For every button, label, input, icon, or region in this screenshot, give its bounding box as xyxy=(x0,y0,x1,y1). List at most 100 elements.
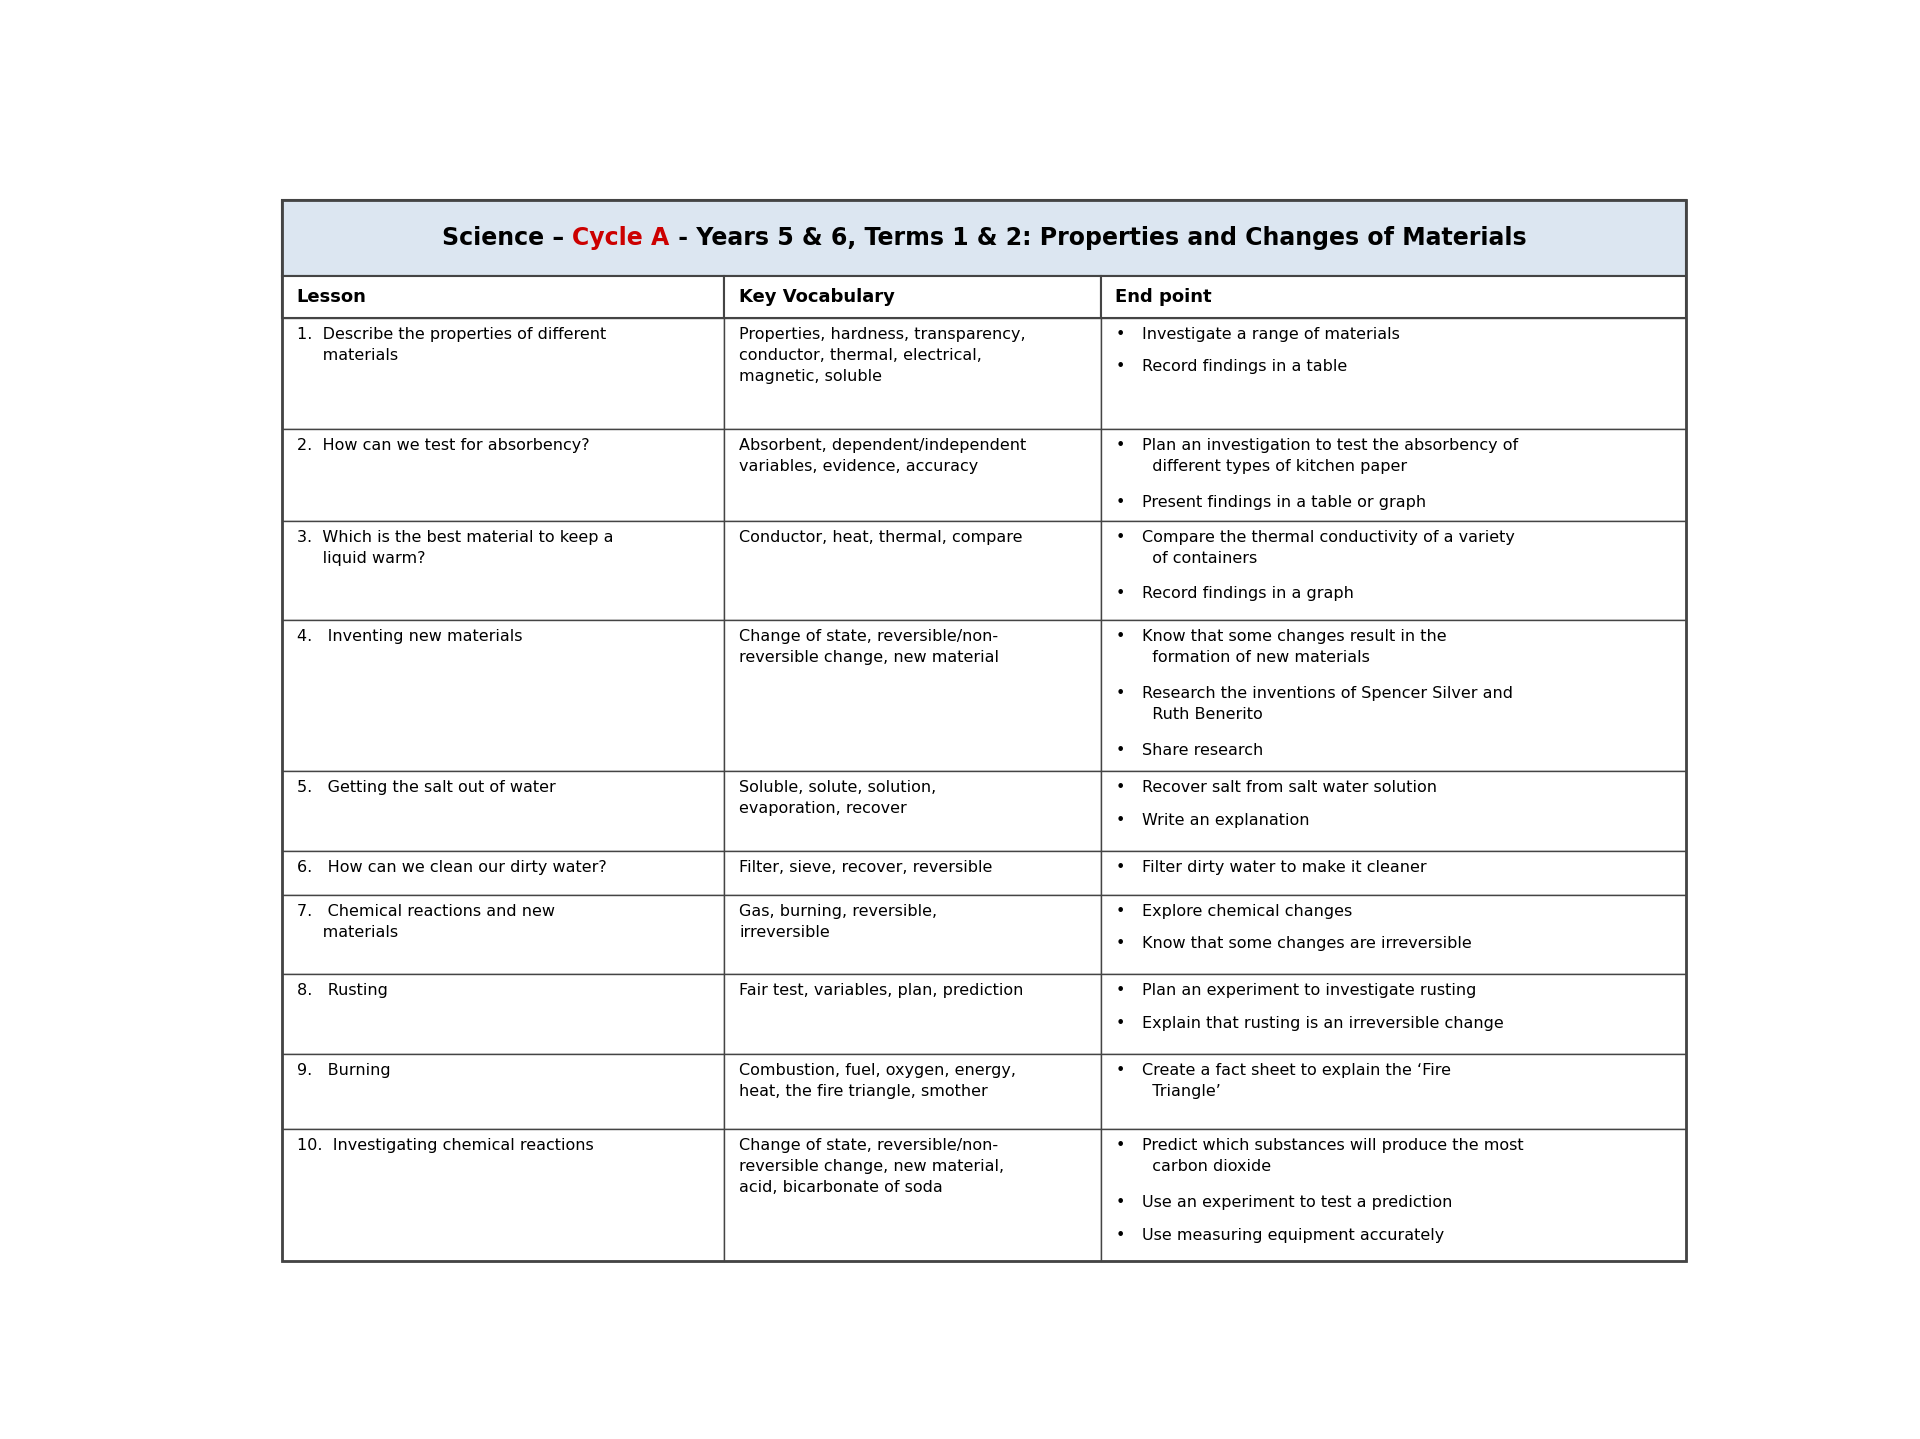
Text: Conductor, heat, thermal, compare: Conductor, heat, thermal, compare xyxy=(739,530,1023,544)
Text: Cycle A: Cycle A xyxy=(572,226,670,250)
FancyBboxPatch shape xyxy=(1100,895,1686,974)
FancyBboxPatch shape xyxy=(282,276,724,318)
Text: 5.   Getting the salt out of water: 5. Getting the salt out of water xyxy=(296,780,555,796)
Text: Key Vocabulary: Key Vocabulary xyxy=(739,288,895,305)
FancyBboxPatch shape xyxy=(1100,771,1686,850)
Text: End point: End point xyxy=(1116,288,1212,305)
FancyBboxPatch shape xyxy=(1100,429,1686,521)
FancyBboxPatch shape xyxy=(724,620,1100,771)
FancyBboxPatch shape xyxy=(282,895,724,974)
Text: Fair test, variables, plan, prediction: Fair test, variables, plan, prediction xyxy=(739,983,1023,999)
Text: •: • xyxy=(1116,1227,1125,1243)
Text: Filter dirty water to make it cleaner: Filter dirty water to make it cleaner xyxy=(1142,859,1427,875)
Text: Explain that rusting is an irreversible change: Explain that rusting is an irreversible … xyxy=(1142,1016,1503,1030)
FancyBboxPatch shape xyxy=(724,771,1100,850)
FancyBboxPatch shape xyxy=(1100,1130,1686,1261)
Text: •: • xyxy=(1116,1016,1125,1030)
Text: Record findings in a graph: Record findings in a graph xyxy=(1142,586,1354,602)
FancyBboxPatch shape xyxy=(724,850,1100,895)
Text: Plan an experiment to investigate rusting: Plan an experiment to investigate rustin… xyxy=(1142,983,1476,999)
Text: Soluble, solute, solution,
evaporation, recover: Soluble, solute, solution, evaporation, … xyxy=(739,780,937,816)
FancyBboxPatch shape xyxy=(282,429,724,521)
Text: Predict which substances will produce the most
  carbon dioxide: Predict which substances will produce th… xyxy=(1142,1138,1524,1174)
FancyBboxPatch shape xyxy=(282,1053,724,1130)
Text: 3.  Which is the best material to keep a
     liquid warm?: 3. Which is the best material to keep a … xyxy=(296,530,612,566)
Text: - Years 5 & 6, Terms 1 & 2: Properties and Changes of Materials: - Years 5 & 6, Terms 1 & 2: Properties a… xyxy=(670,226,1526,250)
Text: 1.  Describe the properties of different
     materials: 1. Describe the properties of different … xyxy=(296,327,607,363)
Text: Compare the thermal conductivity of a variety
  of containers: Compare the thermal conductivity of a va… xyxy=(1142,530,1515,566)
Text: •: • xyxy=(1116,983,1125,999)
FancyBboxPatch shape xyxy=(724,1130,1100,1261)
Text: 10.  Investigating chemical reactions: 10. Investigating chemical reactions xyxy=(296,1138,593,1153)
Text: 4.   Inventing new materials: 4. Inventing new materials xyxy=(296,629,522,645)
Text: Combustion, fuel, oxygen, energy,
heat, the fire triangle, smother: Combustion, fuel, oxygen, energy, heat, … xyxy=(739,1062,1016,1098)
Text: Recover salt from salt water solution: Recover salt from salt water solution xyxy=(1142,780,1438,796)
Text: Filter, sieve, recover, reversible: Filter, sieve, recover, reversible xyxy=(739,859,993,875)
Text: •: • xyxy=(1116,586,1125,602)
FancyBboxPatch shape xyxy=(282,620,724,771)
Text: 6.   How can we clean our dirty water?: 6. How can we clean our dirty water? xyxy=(296,859,607,875)
Text: Research the inventions of Spencer Silver and
  Ruth Benerito: Research the inventions of Spencer Silve… xyxy=(1142,686,1513,722)
Text: Create a fact sheet to explain the ‘Fire
  Triangle’: Create a fact sheet to explain the ‘Fire… xyxy=(1142,1062,1452,1098)
Text: •: • xyxy=(1116,743,1125,757)
Text: •: • xyxy=(1116,937,1125,951)
Text: •: • xyxy=(1116,495,1125,509)
Text: Record findings in a table: Record findings in a table xyxy=(1142,360,1348,374)
Text: •: • xyxy=(1116,859,1125,875)
Text: •: • xyxy=(1116,327,1125,341)
FancyBboxPatch shape xyxy=(724,1053,1100,1130)
FancyBboxPatch shape xyxy=(724,276,1100,318)
FancyBboxPatch shape xyxy=(724,974,1100,1053)
FancyBboxPatch shape xyxy=(1100,521,1686,620)
Text: •: • xyxy=(1116,686,1125,701)
Text: Investigate a range of materials: Investigate a range of materials xyxy=(1142,327,1400,341)
Text: Lesson: Lesson xyxy=(296,288,367,305)
FancyBboxPatch shape xyxy=(724,318,1100,429)
Text: •: • xyxy=(1116,780,1125,796)
Text: •: • xyxy=(1116,1062,1125,1078)
Text: Know that some changes are irreversible: Know that some changes are irreversible xyxy=(1142,937,1473,951)
Text: Gas, burning, reversible,
irreversible: Gas, burning, reversible, irreversible xyxy=(739,904,937,940)
FancyBboxPatch shape xyxy=(1100,974,1686,1053)
FancyBboxPatch shape xyxy=(282,521,724,620)
Text: Share research: Share research xyxy=(1142,743,1263,757)
Text: •: • xyxy=(1116,1194,1125,1210)
FancyBboxPatch shape xyxy=(724,895,1100,974)
Text: Explore chemical changes: Explore chemical changes xyxy=(1142,904,1352,918)
Text: 8.   Rusting: 8. Rusting xyxy=(296,983,388,999)
Text: •: • xyxy=(1116,1138,1125,1153)
Text: 9.   Burning: 9. Burning xyxy=(296,1062,390,1078)
FancyBboxPatch shape xyxy=(724,429,1100,521)
FancyBboxPatch shape xyxy=(1100,850,1686,895)
Text: Properties, hardness, transparency,
conductor, thermal, electrical,
magnetic, so: Properties, hardness, transparency, cond… xyxy=(739,327,1025,384)
Text: Absorbent, dependent/independent
variables, evidence, accuracy: Absorbent, dependent/independent variabl… xyxy=(739,437,1027,473)
FancyBboxPatch shape xyxy=(282,850,724,895)
Text: •: • xyxy=(1116,437,1125,453)
FancyBboxPatch shape xyxy=(1100,1053,1686,1130)
Text: Change of state, reversible/non-
reversible change, new material: Change of state, reversible/non- reversi… xyxy=(739,629,998,665)
Text: Use measuring equipment accurately: Use measuring equipment accurately xyxy=(1142,1227,1444,1243)
Text: 2.  How can we test for absorbency?: 2. How can we test for absorbency? xyxy=(296,437,589,453)
FancyBboxPatch shape xyxy=(282,318,724,429)
FancyBboxPatch shape xyxy=(1100,620,1686,771)
Text: •: • xyxy=(1116,360,1125,374)
FancyBboxPatch shape xyxy=(282,200,1686,276)
FancyBboxPatch shape xyxy=(282,974,724,1053)
Text: •: • xyxy=(1116,530,1125,544)
Text: •: • xyxy=(1116,629,1125,645)
FancyBboxPatch shape xyxy=(1100,276,1686,318)
Text: Change of state, reversible/non-
reversible change, new material,
acid, bicarbon: Change of state, reversible/non- reversi… xyxy=(739,1138,1004,1196)
FancyBboxPatch shape xyxy=(724,521,1100,620)
Text: •: • xyxy=(1116,813,1125,827)
Text: 7.   Chemical reactions and new
     materials: 7. Chemical reactions and new materials xyxy=(296,904,555,940)
Text: Science –: Science – xyxy=(442,226,572,250)
Text: Use an experiment to test a prediction: Use an experiment to test a prediction xyxy=(1142,1194,1453,1210)
FancyBboxPatch shape xyxy=(282,1130,724,1261)
FancyBboxPatch shape xyxy=(1100,318,1686,429)
Text: Present findings in a table or graph: Present findings in a table or graph xyxy=(1142,495,1427,509)
Text: Know that some changes result in the
  formation of new materials: Know that some changes result in the for… xyxy=(1142,629,1448,665)
FancyBboxPatch shape xyxy=(282,771,724,850)
Text: Plan an investigation to test the absorbency of
  different types of kitchen pap: Plan an investigation to test the absorb… xyxy=(1142,437,1519,473)
Text: •: • xyxy=(1116,904,1125,918)
Text: Write an explanation: Write an explanation xyxy=(1142,813,1309,827)
